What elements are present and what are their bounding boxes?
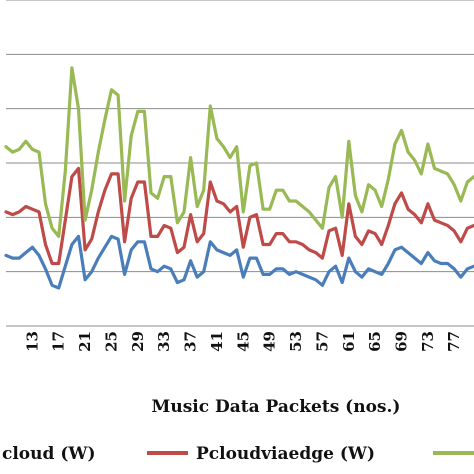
series-line-2	[4, 66, 474, 238]
x-tick-label: 29	[129, 331, 147, 352]
x-tick-label: 33	[155, 331, 173, 352]
x-tick-labels: 13 17 21 25 29 33 37 41 45 49 53 57 61 65 69 73 77	[23, 331, 463, 352]
series-lines	[4, 66, 474, 290]
series-line-0	[4, 234, 474, 290]
x-tick-label: 65	[366, 331, 384, 352]
x-tick-label: 77	[445, 331, 463, 352]
legend-label-series-1: Pcloudviaedge (W)	[196, 444, 375, 464]
series-line-1	[4, 166, 474, 266]
x-axis-title: Music Data Packets (nos.)	[152, 397, 401, 417]
x-tick-label: 13	[23, 331, 41, 352]
x-tick-label: 73	[419, 331, 437, 352]
x-tick-label: 61	[340, 331, 358, 352]
x-tick-label: 57	[313, 331, 331, 352]
legend: Pcloudviaedge (W) cloud (W)	[2, 444, 474, 464]
x-tick-label: 53	[287, 331, 305, 352]
x-tick-label: 41	[208, 331, 226, 352]
legend-label-series-0: cloud (W)	[2, 444, 96, 464]
x-tick-label: 25	[102, 331, 120, 352]
x-tick-label: 17	[50, 331, 68, 352]
x-tick-label: 69	[392, 331, 410, 352]
x-tick-label: 49	[261, 331, 279, 352]
x-tick-label: 37	[182, 331, 200, 352]
x-tick-label: 21	[76, 331, 94, 352]
x-tick-label: 45	[234, 331, 252, 352]
